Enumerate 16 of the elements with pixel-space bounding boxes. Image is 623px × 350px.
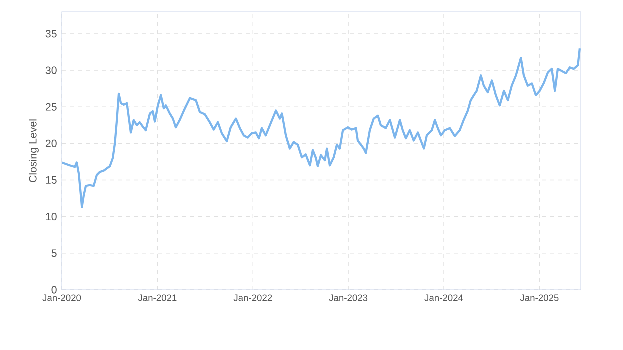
y-tick-label: 35 <box>46 30 57 38</box>
line-series <box>62 48 582 208</box>
y-tick-label: 10 <box>46 213 57 221</box>
y-tick-label: 30 <box>46 66 57 74</box>
x-tick-label: Jan-2025 <box>520 294 559 302</box>
y-tick-label: 5 <box>52 250 57 258</box>
y-tick-label: 0 <box>52 286 57 294</box>
x-tick-label: Jan-2023 <box>329 294 368 302</box>
x-tick-label: Jan-2024 <box>424 294 464 302</box>
y-axis-title: Closing Level <box>28 120 39 182</box>
x-tick-label: Jan-2022 <box>234 294 272 302</box>
y-tick-label: 15 <box>46 176 57 184</box>
x-tick-label: Jan-2021 <box>138 294 177 302</box>
x-tick-label: Jan-2020 <box>42 294 82 302</box>
y-tick-label: 25 <box>46 103 57 111</box>
y-tick-label: 20 <box>46 140 57 148</box>
